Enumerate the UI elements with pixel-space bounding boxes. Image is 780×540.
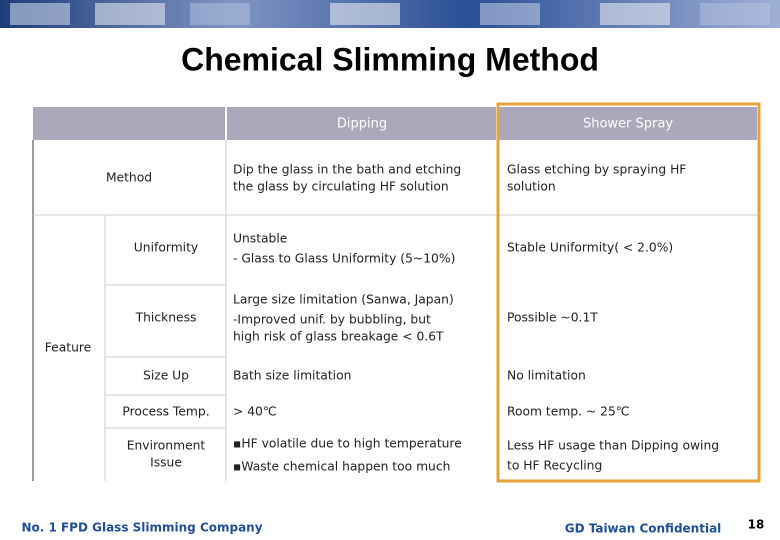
shower-cell: Glass etching by spraying HF: [507, 163, 686, 177]
shower-cell: No limitation: [507, 369, 586, 383]
column-header: Dipping: [337, 117, 387, 132]
dipping-cell: high risk of glass breakage < 0.6T: [233, 330, 444, 344]
dipping-cell: ▪Waste chemical happen too much: [233, 460, 450, 474]
shower-cell: Stable Uniformity( < 2.0%): [507, 241, 673, 255]
banner: [0, 0, 780, 28]
shower-cell: to HF Recycling: [507, 459, 602, 473]
row-label: Thickness: [135, 311, 197, 325]
row-label: Environment: [127, 439, 206, 453]
dipping-cell: the glass by circulating HF solution: [233, 180, 449, 194]
shower-cell: Possible ~0.1T: [507, 311, 598, 325]
dipping-cell: Bath size limitation: [233, 369, 351, 383]
dipping-cell: > 40℃: [233, 405, 277, 419]
shower-cell: Less HF usage than Dipping owing: [507, 439, 719, 453]
dipping-cell: -Improved unif. by bubbling, but: [233, 313, 431, 327]
dipping-cell: Unstable: [233, 232, 287, 246]
group-label: Feature: [45, 341, 91, 355]
row-label: Uniformity: [134, 241, 198, 255]
dipping-cell: Dip the glass in the bath and etching: [233, 163, 461, 177]
footer-center: GD Taiwan Confidential: [565, 522, 722, 536]
shower-cell: solution: [507, 180, 556, 194]
shower-cell: Room temp. ~ 25℃: [507, 405, 630, 419]
row-label: Issue: [150, 456, 182, 470]
dipping-cell: ▪HF volatile due to high temperature: [233, 437, 462, 451]
table-frame: [32, 102, 761, 483]
slide-title: Chemical Slimming Method: [181, 41, 599, 77]
footer-left: No. 1 FPD Glass Slimming Company: [21, 521, 262, 535]
row-label: Method: [106, 171, 152, 185]
dipping-cell: - Glass to Glass Uniformity (5~10%): [233, 252, 455, 266]
row-label: Size Up: [143, 369, 189, 383]
row-label: Process Temp.: [122, 405, 209, 419]
dipping-cell: Large size limitation (Sanwa, Japan): [233, 293, 454, 307]
page-number: 18: [748, 518, 765, 532]
column-header: Shower Spray: [583, 117, 673, 132]
